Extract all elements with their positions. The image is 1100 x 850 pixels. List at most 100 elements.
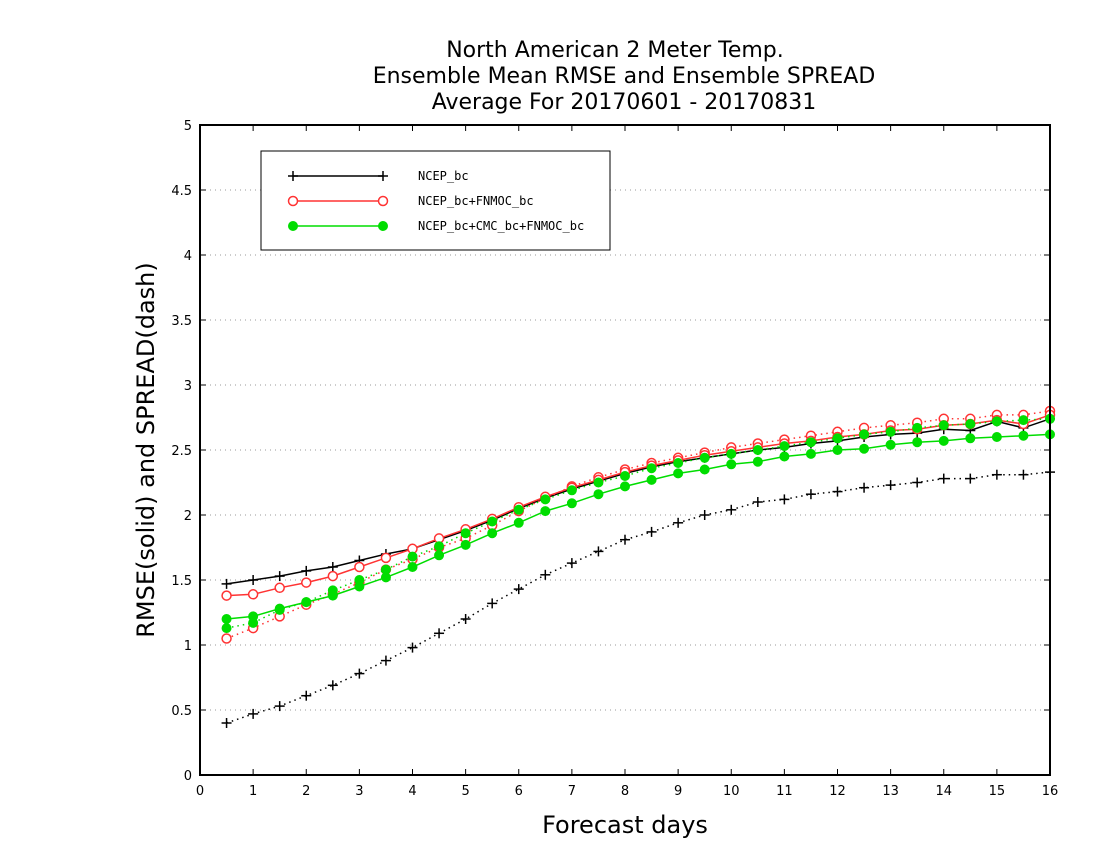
data-point-spread: [699, 510, 710, 520]
x-axis-label: Forecast days: [542, 811, 708, 839]
data-point-rmse: [540, 506, 551, 517]
data-point-spread: [646, 463, 657, 474]
data-point-rmse: [487, 528, 498, 539]
data-point-spread: [726, 504, 737, 515]
data-point-rmse: [673, 468, 684, 479]
data-point-rmse: [301, 577, 312, 588]
data-point-spread: [912, 477, 923, 488]
data-point-rmse: [221, 578, 232, 589]
data-point-spread: [965, 473, 976, 484]
data-point-rmse: [912, 437, 923, 448]
data-point-rmse: [620, 481, 630, 492]
data-point-rmse: [301, 597, 312, 608]
x-tick-label: 3: [355, 784, 363, 799]
data-point-rmse: [221, 614, 232, 624]
y-axis-label: RMSE(solid) and SPREAD(dash): [132, 262, 160, 638]
legend-label: NCEP_bc: [418, 169, 469, 183]
data-point-rmse: [859, 443, 870, 454]
legend-item: NCEP_bc+FNMOC_bc: [287, 194, 534, 208]
data-point-spread: [991, 416, 1002, 427]
series-2-spread: [221, 413, 1055, 634]
data-point-spread: [912, 422, 923, 433]
legend: NCEP_bc NCEP_bc+FNMOC_bc NCEP_bc+CMC_bc+FN…: [260, 150, 611, 251]
x-tick-label: 12: [829, 784, 846, 799]
data-point-spread: [380, 655, 391, 666]
data-point-spread: [699, 452, 710, 463]
data-point-rmse: [327, 562, 338, 572]
data-point-rmse: [779, 451, 790, 462]
x-tick-label: 15: [989, 784, 1006, 799]
data-point-spread: [646, 526, 657, 537]
data-point-spread: [938, 420, 949, 431]
series-line-rmse: [226, 433, 1051, 620]
chart-title-line-1: North American 2 Meter Temp.: [446, 38, 784, 63]
x-tick-label: 2: [302, 784, 310, 799]
data-point-spread: [274, 701, 285, 712]
data-point-rmse: [301, 565, 312, 576]
data-point-rmse: [832, 445, 843, 455]
data-point-spread: [327, 680, 338, 691]
data-point-spread: [885, 426, 896, 437]
data-point-rmse: [646, 474, 657, 485]
chart-title: North American 2 Meter Temp. Ensemble Me…: [373, 38, 876, 115]
x-tick-label: 7: [568, 784, 576, 799]
series-line-spread: [226, 471, 1051, 724]
data-point-rmse: [354, 561, 365, 573]
legend-marker: [288, 221, 298, 231]
data-point-spread: [513, 584, 524, 595]
data-point-spread: [991, 469, 1002, 480]
data-point-spread: [885, 480, 896, 491]
gridlines: [200, 189, 1050, 711]
data-point-spread: [221, 718, 232, 728]
series-line-rmse: [226, 418, 1051, 585]
y-tick-label: 0: [184, 769, 192, 784]
data-point-rmse: [380, 552, 392, 564]
legend-marker: [378, 171, 388, 181]
data-point-rmse: [885, 439, 896, 450]
data-point-rmse: [354, 581, 365, 592]
y-tick-label: 5: [184, 119, 192, 134]
data-point-rmse: [248, 611, 259, 622]
data-point-spread: [301, 690, 312, 701]
data-point-rmse: [274, 571, 285, 582]
series-1-rmse: [221, 409, 1056, 601]
data-point-rmse: [593, 489, 604, 500]
legend-marker: [377, 195, 389, 207]
y-tick-label: 4: [184, 249, 192, 264]
x-tick-label: 6: [515, 784, 523, 799]
x-tick-label: 9: [674, 784, 682, 799]
data-point-rmse: [726, 459, 737, 470]
data-point-spread: [805, 437, 816, 448]
data-point-spread: [434, 541, 445, 552]
x-tick-label: 0: [196, 784, 204, 799]
y-tick-label: 2: [184, 509, 192, 524]
legend-marker: [287, 195, 299, 207]
data-point-spread: [487, 516, 498, 527]
plot-series: [221, 405, 1056, 728]
x-tick-label: 10: [723, 784, 740, 799]
x-tick-label: 13: [882, 784, 899, 799]
series-2-rmse: [221, 429, 1055, 624]
y-tick-label: 1: [184, 639, 192, 654]
data-point-rmse: [513, 517, 524, 528]
y-tick-label: 3: [184, 379, 192, 394]
data-point-spread: [566, 485, 577, 496]
data-point-spread: [832, 486, 843, 497]
data-point-spread: [593, 477, 604, 488]
data-point-spread: [460, 614, 471, 624]
data-point-rmse: [1018, 430, 1029, 441]
data-point-spread: [752, 497, 763, 507]
data-point-spread: [460, 528, 471, 539]
data-point-rmse: [247, 589, 259, 600]
x-tick-label: 16: [1042, 784, 1059, 799]
data-point-rmse: [460, 539, 471, 550]
data-point-spread: [354, 668, 365, 679]
legend-item: NCEP_bc+CMC_bc+FNMOC_bc: [288, 219, 584, 233]
data-point-spread: [859, 482, 870, 493]
data-point-spread: [673, 458, 684, 468]
data-point-spread: [540, 569, 551, 580]
legend-item: NCEP_bc: [288, 169, 469, 183]
legend-label: NCEP_bc+FNMOC_bc: [418, 194, 534, 208]
y-tick-label: 4.5: [171, 184, 192, 199]
data-point-rmse: [566, 498, 577, 509]
